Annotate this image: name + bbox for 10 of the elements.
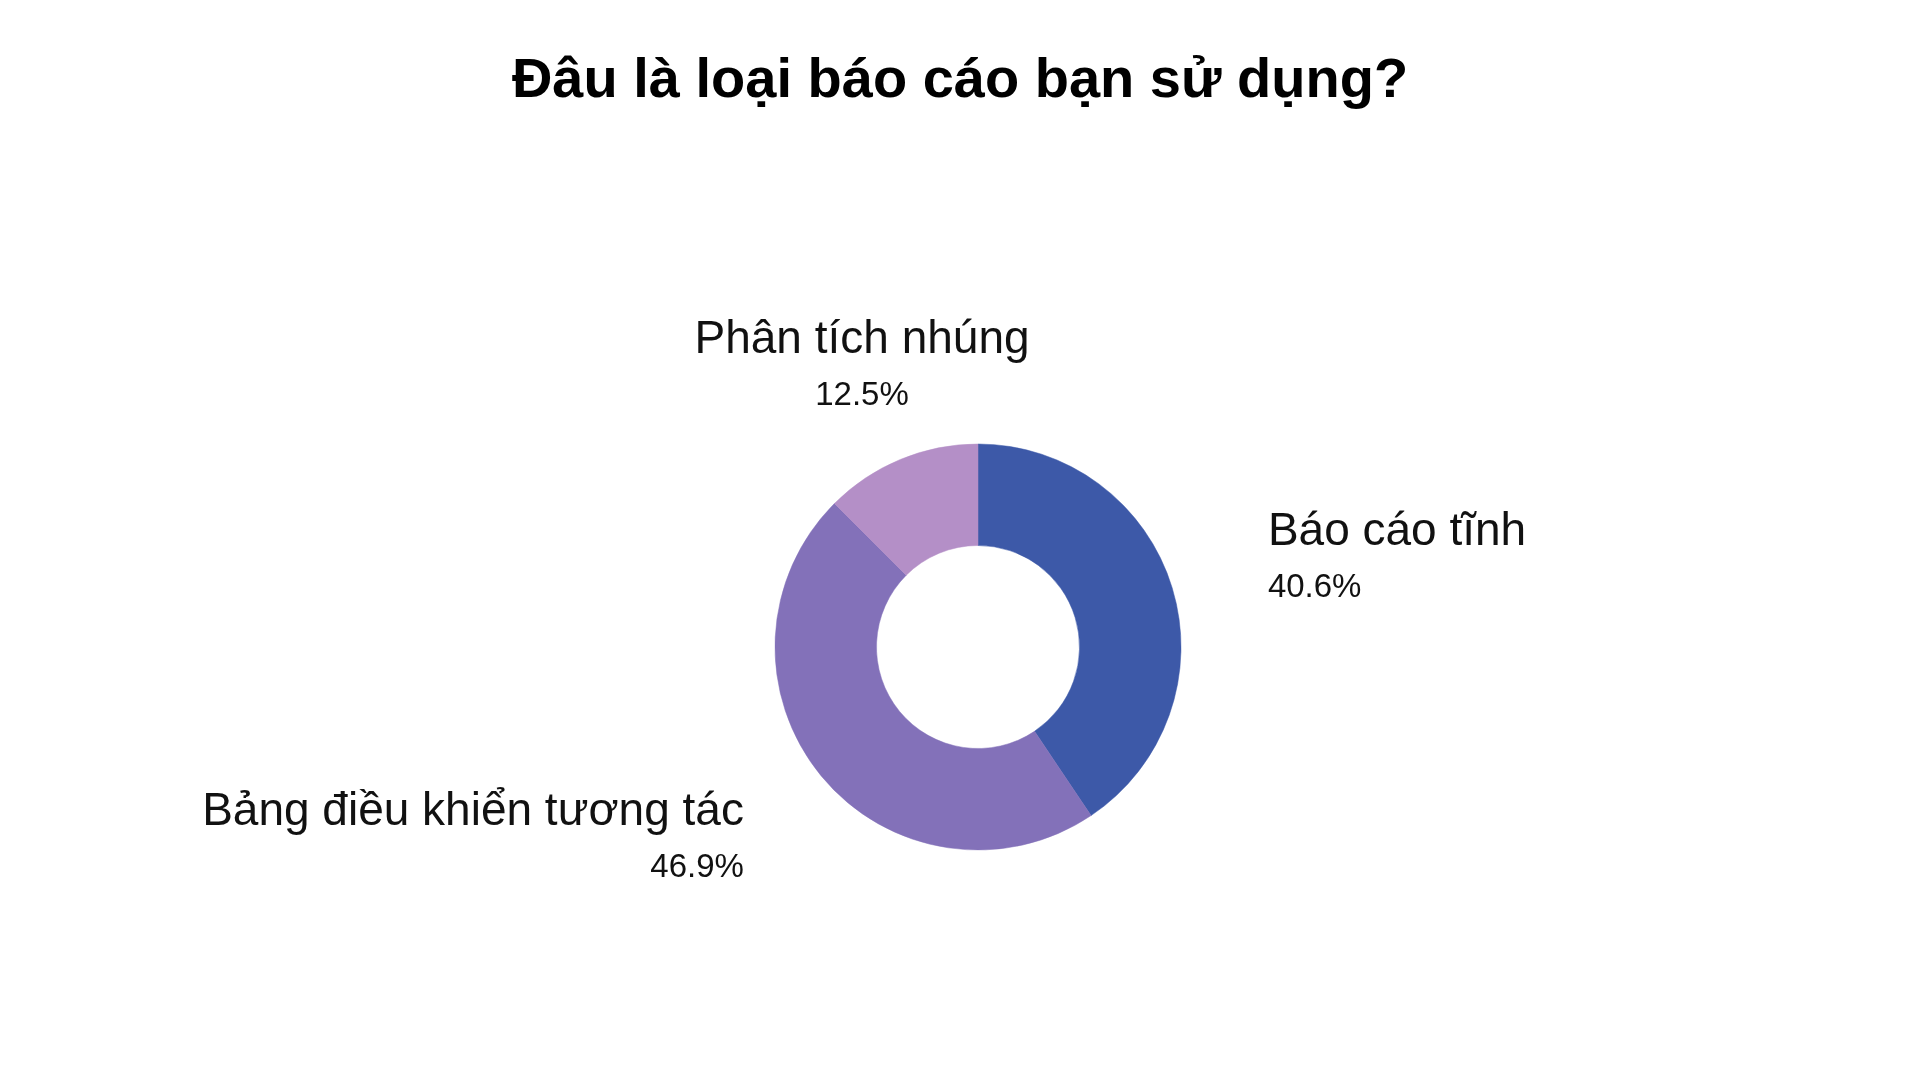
data-label: 12.5% bbox=[815, 375, 909, 413]
data-label: 46.9% bbox=[650, 847, 744, 885]
donut-slice bbox=[774, 503, 1092, 850]
slice-label: Phân tích nhúng bbox=[694, 311, 1030, 364]
donut-slice bbox=[834, 443, 979, 576]
slice-label: Bảng điều khiển tương tác bbox=[202, 783, 744, 836]
chart-title: Đâu là loại báo cáo bạn sử dụng? bbox=[510, 45, 1410, 111]
slice-label: Báo cáo tĩnh bbox=[1267, 502, 1527, 555]
donut-slice bbox=[977, 443, 1182, 816]
data-label: 40.6% bbox=[1267, 566, 1362, 604]
